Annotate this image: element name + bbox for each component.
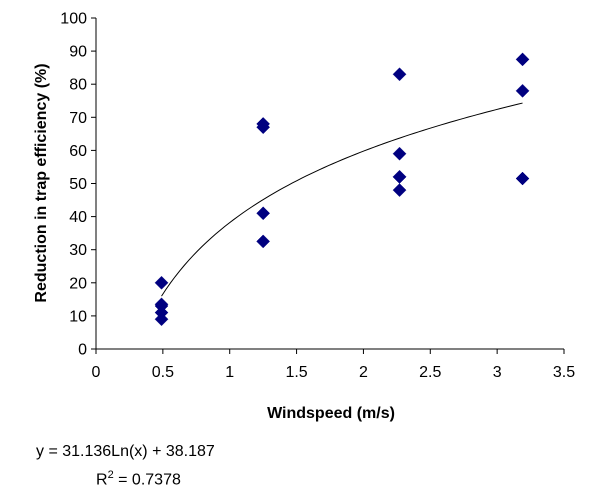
trendline-equation: y = 31.136Ln(x) + 38.187 [36,443,215,460]
x-tick-label: 0 [92,364,101,381]
x-tick-label: 2 [359,364,368,381]
data-point [392,146,407,161]
data-point [515,52,530,67]
x-tick-label: 3 [493,364,502,381]
data-point [154,312,169,327]
y-tick-label: 100 [60,11,87,28]
x-axis: 0 0.5 1 1.5 2 2.5 3 3.5 [92,348,575,381]
data-point [392,183,407,197]
x-tick-label: 0.5 [152,364,174,381]
y-tick-label: 70 [69,110,87,127]
x-tick-label: 1 [225,364,234,381]
data-point [256,206,270,221]
r-squared-value: = 0.7378 [113,471,181,489]
data-point [515,171,530,186]
y-tick-label: 60 [69,143,87,160]
data-point [256,117,270,131]
y-axis-title: Reduction in trap efficiency (%) [33,63,50,302]
data-point [392,67,407,82]
r-squared-exponent: 2 [107,469,114,481]
data-point [256,234,270,249]
y-tick-label: 80 [69,77,87,94]
data-points [154,52,530,327]
x-axis-title: Windspeed (m/s) [267,405,395,422]
x-tick-label: 1.5 [285,364,307,381]
y-tick-label: 90 [69,44,87,61]
trendline [161,102,523,297]
y-tick-label: 10 [69,308,87,325]
x-tick-label: 2.5 [419,364,441,381]
r-squared-symbol: R [96,471,108,489]
trendline-layer [161,102,523,297]
data-point [515,83,530,98]
y-tick-label: 0 [78,342,87,359]
data-point [154,299,169,313]
data-point [392,170,407,184]
y-axis: 0 10 20 30 40 50 60 70 80 90 100 [60,11,97,359]
y-tick-label: 50 [69,176,87,193]
x-tick-label: 3.5 [553,364,575,381]
data-point [154,275,169,290]
y-tick-label: 20 [69,275,87,292]
y-tick-label: 30 [69,242,87,259]
r-squared-label: R2 = 0.7378 [96,469,181,489]
y-tick-label: 40 [69,209,87,226]
